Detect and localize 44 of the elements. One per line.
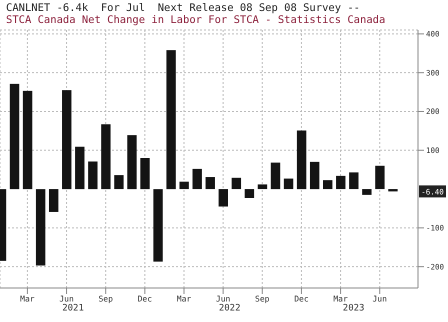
bar <box>22 90 32 190</box>
bar <box>232 178 242 190</box>
x-tick-label: Dec <box>294 294 309 304</box>
bar <box>88 162 98 190</box>
bar <box>192 168 202 190</box>
x-tick-label: Jun <box>59 294 74 304</box>
bar <box>179 182 189 190</box>
bar <box>258 184 268 190</box>
x-tick-label: Mar <box>333 294 348 304</box>
bar <box>270 162 280 190</box>
text: 2023 <box>342 303 364 314</box>
x-tick-label: Jun <box>216 294 231 304</box>
bar <box>296 130 306 190</box>
bar <box>218 189 228 207</box>
x-tick-label: Mar <box>20 294 35 304</box>
text: 2022 <box>218 303 241 314</box>
x-tick-label: Sep <box>98 294 114 304</box>
bar <box>140 158 150 190</box>
bar <box>127 135 137 190</box>
bar <box>10 84 20 190</box>
bar <box>48 189 58 212</box>
chart-subtitle: STCA Canada Net Change in Labor For STCA - Statistics Canada <box>5 14 386 26</box>
bar <box>375 166 385 190</box>
x-tick-label: Jun <box>372 294 388 304</box>
bar <box>153 189 163 262</box>
bar <box>362 189 372 195</box>
bar <box>36 189 46 266</box>
x-tick-label: Dec <box>138 294 152 304</box>
bar <box>244 189 254 198</box>
text: 2021 <box>62 303 84 314</box>
bar <box>114 175 124 190</box>
bar <box>62 90 72 190</box>
bar <box>101 124 111 190</box>
bar <box>166 50 176 190</box>
x-tick-label: Sep <box>255 294 270 304</box>
bar <box>206 177 215 190</box>
bar <box>310 162 320 190</box>
bar <box>349 172 358 190</box>
bar <box>323 180 332 190</box>
bar <box>75 146 84 190</box>
x-tick-label: Mar <box>176 294 192 304</box>
chart-title: CANLNET -6.4k For Jul Next Release 08 Sep 08 Survey -- <box>5 1 362 14</box>
bar <box>336 176 346 190</box>
bar <box>284 178 294 190</box>
